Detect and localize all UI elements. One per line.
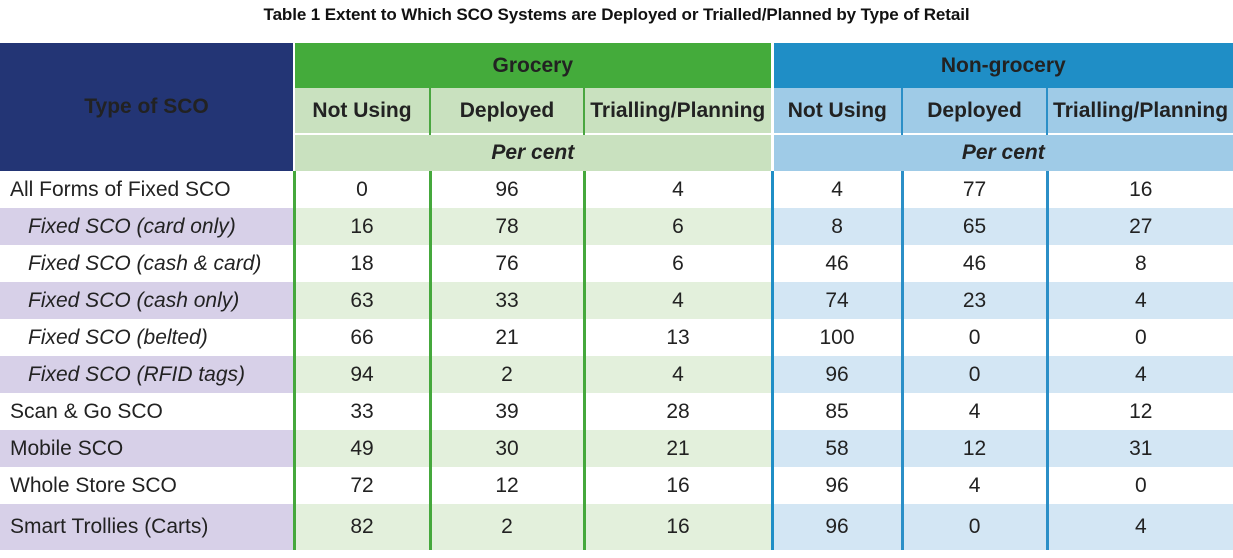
table-row: Fixed SCO (cash only) 63 33 4 74 23 4 [0, 282, 1233, 319]
grocery-trialling-cell: 16 [582, 467, 773, 504]
grocery-deployed-cell: 76 [428, 245, 584, 282]
grocery-not-using-cell: 82 [292, 504, 430, 550]
type-of-sco-header: Type of SCO [0, 43, 294, 171]
grocery-deployed-cell: 2 [428, 504, 584, 550]
table-row: Mobile SCO 49 30 21 58 12 31 [0, 430, 1233, 467]
sco-table: Type of SCO Grocery Non-grocery Not Usin… [0, 43, 1233, 550]
nongrocery-deployed-cell: 77 [900, 171, 1048, 208]
nongrocery-not-using-cell: 96 [770, 504, 903, 550]
grocery-not-using-cell: 33 [292, 393, 430, 430]
nongrocery-trialling-cell: 12 [1045, 393, 1233, 430]
nongrocery-deployed-cell: 12 [900, 430, 1048, 467]
nongrocery-col-trialling: Trialling/Planning [1046, 88, 1233, 134]
grocery-trialling-cell: 6 [582, 245, 773, 282]
nongrocery-not-using-cell: 100 [770, 319, 903, 356]
nongrocery-trialling-cell: 27 [1045, 208, 1233, 245]
nongrocery-col-not-using: Not Using [770, 88, 903, 134]
nongrocery-deployed-cell: 0 [900, 319, 1048, 356]
nongrocery-trialling-cell: 4 [1045, 282, 1233, 319]
nongrocery-deployed-cell: 0 [900, 356, 1048, 393]
nongrocery-not-using-cell: 4 [770, 171, 903, 208]
table-title: Table 1 Extent to Which SCO Systems are … [263, 5, 970, 24]
row-label: Fixed SCO (card only) [0, 208, 294, 245]
nongrocery-deployed-cell: 23 [900, 282, 1048, 319]
grocery-not-using-cell: 63 [292, 282, 430, 319]
nongrocery-not-using-cell: 58 [770, 430, 903, 467]
nongrocery-group-header: Non-grocery [770, 43, 1233, 88]
grocery-not-using-cell: 49 [292, 430, 430, 467]
row-label: Whole Store SCO [0, 467, 294, 504]
grocery-not-using-cell: 94 [292, 356, 430, 393]
grocery-trialling-cell: 21 [582, 430, 773, 467]
table-row: Fixed SCO (cash & card) 18 76 6 46 46 8 [0, 245, 1233, 282]
row-label: Mobile SCO [0, 430, 294, 467]
nongrocery-deployed-cell: 65 [900, 208, 1048, 245]
grocery-not-using-cell: 18 [292, 245, 430, 282]
nongrocery-trialling-cell: 31 [1045, 430, 1233, 467]
grocery-trialling-cell: 4 [582, 356, 773, 393]
grocery-deployed-cell: 39 [428, 393, 584, 430]
grocery-col-trialling: Trialling/Planning [582, 88, 773, 134]
grocery-deployed-cell: 30 [428, 430, 584, 467]
grocery-col-deployed: Deployed [429, 88, 584, 134]
nongrocery-deployed-cell: 46 [900, 245, 1048, 282]
row-label: Smart Trollies (Carts) [0, 504, 294, 550]
table-row: Fixed SCO (belted) 66 21 13 100 0 0 [0, 319, 1233, 356]
nongrocery-not-using-cell: 85 [770, 393, 903, 430]
nongrocery-trialling-cell: 16 [1045, 171, 1233, 208]
grocery-not-using-cell: 72 [292, 467, 430, 504]
nongrocery-trialling-cell: 4 [1045, 356, 1233, 393]
nongrocery-trialling-cell: 8 [1045, 245, 1233, 282]
grocery-deployed-cell: 33 [428, 282, 584, 319]
nongrocery-not-using-cell: 46 [770, 245, 903, 282]
grocery-deployed-cell: 96 [428, 171, 584, 208]
grocery-not-using-cell: 0 [292, 171, 430, 208]
row-label: All Forms of Fixed SCO [0, 171, 294, 208]
row-label: Fixed SCO (belted) [0, 319, 294, 356]
nongrocery-not-using-cell: 8 [770, 208, 903, 245]
row-label: Fixed SCO (cash & card) [0, 245, 294, 282]
grocery-not-using-cell: 66 [292, 319, 430, 356]
nongrocery-deployed-cell: 4 [900, 393, 1048, 430]
nongrocery-not-using-cell: 74 [770, 282, 903, 319]
grocery-unit-label: Per cent [292, 133, 773, 171]
nongrocery-trialling-cell: 0 [1045, 467, 1233, 504]
nongrocery-trialling-cell: 0 [1045, 319, 1233, 356]
grocery-not-using-cell: 16 [292, 208, 430, 245]
nongrocery-trialling-cell: 4 [1045, 504, 1233, 550]
row-label: Scan & Go SCO [0, 393, 294, 430]
grocery-trialling-cell: 4 [582, 282, 773, 319]
nongrocery-deployed-cell: 4 [900, 467, 1048, 504]
grocery-trialling-cell: 16 [582, 504, 773, 550]
table-row: All Forms of Fixed SCO 0 96 4 4 77 16 [0, 171, 1233, 208]
table-row: Fixed SCO (card only) 16 78 6 8 65 27 [0, 208, 1233, 245]
nongrocery-not-using-cell: 96 [770, 356, 903, 393]
table-row: Fixed SCO (RFID tags) 94 2 4 96 0 4 [0, 356, 1233, 393]
table-row: Scan & Go SCO 33 39 28 85 4 12 [0, 393, 1233, 430]
nongrocery-deployed-cell: 0 [900, 504, 1048, 550]
row-label: Fixed SCO (cash only) [0, 282, 294, 319]
nongrocery-not-using-cell: 96 [770, 467, 903, 504]
grocery-deployed-cell: 78 [428, 208, 584, 245]
grocery-col-not-using: Not Using [293, 88, 430, 134]
grocery-group-header: Grocery [292, 43, 773, 88]
grocery-deployed-cell: 2 [428, 356, 584, 393]
row-label: Fixed SCO (RFID tags) [0, 356, 294, 393]
grocery-trialling-cell: 6 [582, 208, 773, 245]
grocery-trialling-cell: 28 [582, 393, 773, 430]
nongrocery-col-deployed: Deployed [901, 88, 1048, 134]
grocery-trialling-cell: 13 [582, 319, 773, 356]
grocery-deployed-cell: 12 [428, 467, 584, 504]
grocery-deployed-cell: 21 [428, 319, 584, 356]
table-row: Smart Trollies (Carts) 82 2 16 96 0 4 [0, 504, 1233, 550]
nongrocery-unit-label: Per cent [770, 133, 1233, 171]
grocery-trialling-cell: 4 [582, 171, 773, 208]
table-row: Whole Store SCO 72 12 16 96 4 0 [0, 467, 1233, 504]
